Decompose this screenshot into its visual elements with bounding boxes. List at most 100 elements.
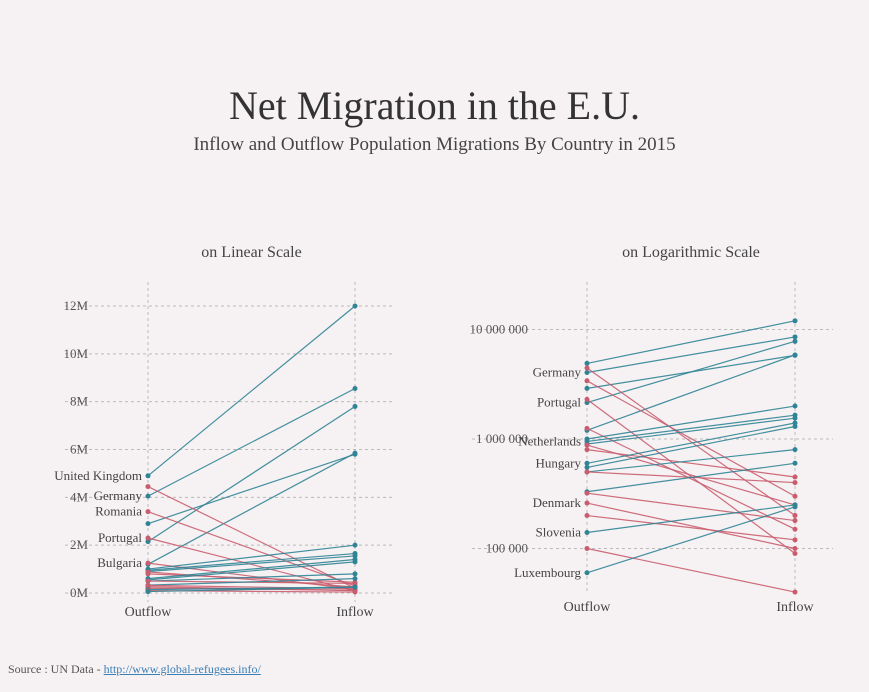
inflow-point xyxy=(792,318,798,324)
slope-charts: on Linear Scale 0M 2M 4M 6M 8M 10M 12M Outflow In… xyxy=(54,244,833,620)
outflow-point xyxy=(145,493,151,499)
outflow-point xyxy=(145,535,151,541)
inflow-point xyxy=(792,546,798,551)
outflow-point xyxy=(584,469,590,475)
series-line xyxy=(147,578,356,586)
series-line xyxy=(586,502,796,550)
series-line xyxy=(586,514,796,541)
source-prefix: Source : UN Data - xyxy=(8,662,104,676)
inflow-point xyxy=(352,580,358,586)
series-line xyxy=(586,462,796,493)
country-label: Denmark xyxy=(533,495,582,510)
outflow-point xyxy=(145,521,151,527)
outflow-point xyxy=(145,473,151,479)
country-label: Romania xyxy=(95,504,142,519)
x-category-label: Outflow xyxy=(125,605,173,620)
inflow-point xyxy=(352,542,358,548)
inflow-point xyxy=(792,415,798,421)
series-line xyxy=(586,414,796,443)
outflow-point xyxy=(145,589,151,595)
inflow-point xyxy=(792,334,798,340)
inflow-point xyxy=(352,386,358,392)
country-label: Hungary xyxy=(536,455,582,470)
y-tick-label: 10 000 000 xyxy=(470,322,529,337)
inflow-point xyxy=(352,589,358,595)
inflow-point xyxy=(792,504,798,510)
source-link[interactable]: http://www.global-refugees.info/ xyxy=(103,662,261,676)
inflow-point xyxy=(792,420,798,426)
series-line xyxy=(586,320,796,365)
series-line xyxy=(147,571,356,588)
series-line xyxy=(586,449,796,473)
series-line xyxy=(586,444,796,506)
series-line xyxy=(147,511,356,587)
country-label: Portugal xyxy=(98,530,142,545)
series-line xyxy=(147,586,356,593)
outflow-point xyxy=(145,578,151,584)
y-tick-label: 100 000 xyxy=(486,541,528,556)
x-category-label: Outflow xyxy=(564,600,612,615)
series-line xyxy=(586,422,796,464)
outflow-point xyxy=(584,396,590,402)
inflow-point xyxy=(352,450,358,456)
source-note: Source : UN Data - http://www.global-ref… xyxy=(8,662,261,677)
series-line xyxy=(586,425,796,469)
outflow-point xyxy=(145,571,151,577)
outflow-point xyxy=(584,369,590,375)
inflow-point xyxy=(792,480,798,486)
series-line xyxy=(586,398,796,554)
series-line xyxy=(147,555,356,573)
outflow-point xyxy=(584,464,590,470)
inflow-point xyxy=(352,303,358,309)
series-line xyxy=(147,558,356,580)
outflow-point xyxy=(584,570,590,576)
inflow-point xyxy=(792,589,798,595)
outflow-point xyxy=(584,378,590,384)
series-line xyxy=(586,417,796,445)
series-line xyxy=(586,405,796,440)
inflow-point xyxy=(352,571,358,577)
y-tick-label: 12M xyxy=(63,298,88,313)
outflow-point xyxy=(584,460,590,466)
outflow-point xyxy=(584,425,590,431)
outflow-point xyxy=(584,365,590,371)
inflow-point xyxy=(792,493,798,499)
panel-subtitle: on Linear Scale xyxy=(201,244,301,261)
series-line xyxy=(147,453,356,525)
inflow-point xyxy=(792,518,798,524)
country-label: Slovenia xyxy=(536,524,582,539)
y-tick-label: 8M xyxy=(70,394,89,409)
inflow-point xyxy=(792,352,798,358)
country-label: Netherlands xyxy=(518,433,581,448)
x-category-label: Inflow xyxy=(336,605,374,620)
linear-scale-chart: on Linear Scale 0M 2M 4M 6M 8M 10M 12M Outflow In… xyxy=(54,244,395,620)
country-label: Portugal xyxy=(537,395,581,410)
x-category-label: Inflow xyxy=(776,600,814,615)
country-label: Bulgaria xyxy=(97,555,142,570)
series-line xyxy=(586,504,796,534)
inflow-point xyxy=(792,460,798,466)
inflow-point xyxy=(792,424,798,430)
inflow-point xyxy=(352,553,358,559)
page-title: Net Migration in the E.U. xyxy=(228,83,641,128)
series-line xyxy=(586,380,796,497)
panel-subtitle: on Logarithmic Scale xyxy=(622,244,760,261)
country-label: Germany xyxy=(94,488,143,503)
log-scale-chart: on Logarithmic Scale 100 000 1 000 000 10 0… xyxy=(470,244,833,615)
inflow-point xyxy=(792,551,798,557)
inflow-point xyxy=(792,526,798,532)
inflow-point xyxy=(792,447,798,453)
y-tick-label: 0M xyxy=(70,585,89,600)
y-tick-label: 2M xyxy=(70,537,89,552)
inflow-point xyxy=(352,576,358,582)
outflow-point xyxy=(145,560,151,566)
series-line xyxy=(147,387,356,497)
series-line xyxy=(147,537,356,592)
series-line xyxy=(147,544,356,570)
country-label: Germany xyxy=(533,364,582,379)
outflow-point xyxy=(584,385,590,391)
series-line xyxy=(586,506,796,574)
series-line xyxy=(586,547,796,593)
outflow-point xyxy=(145,484,151,490)
y-tick-label: 4M xyxy=(70,489,89,504)
